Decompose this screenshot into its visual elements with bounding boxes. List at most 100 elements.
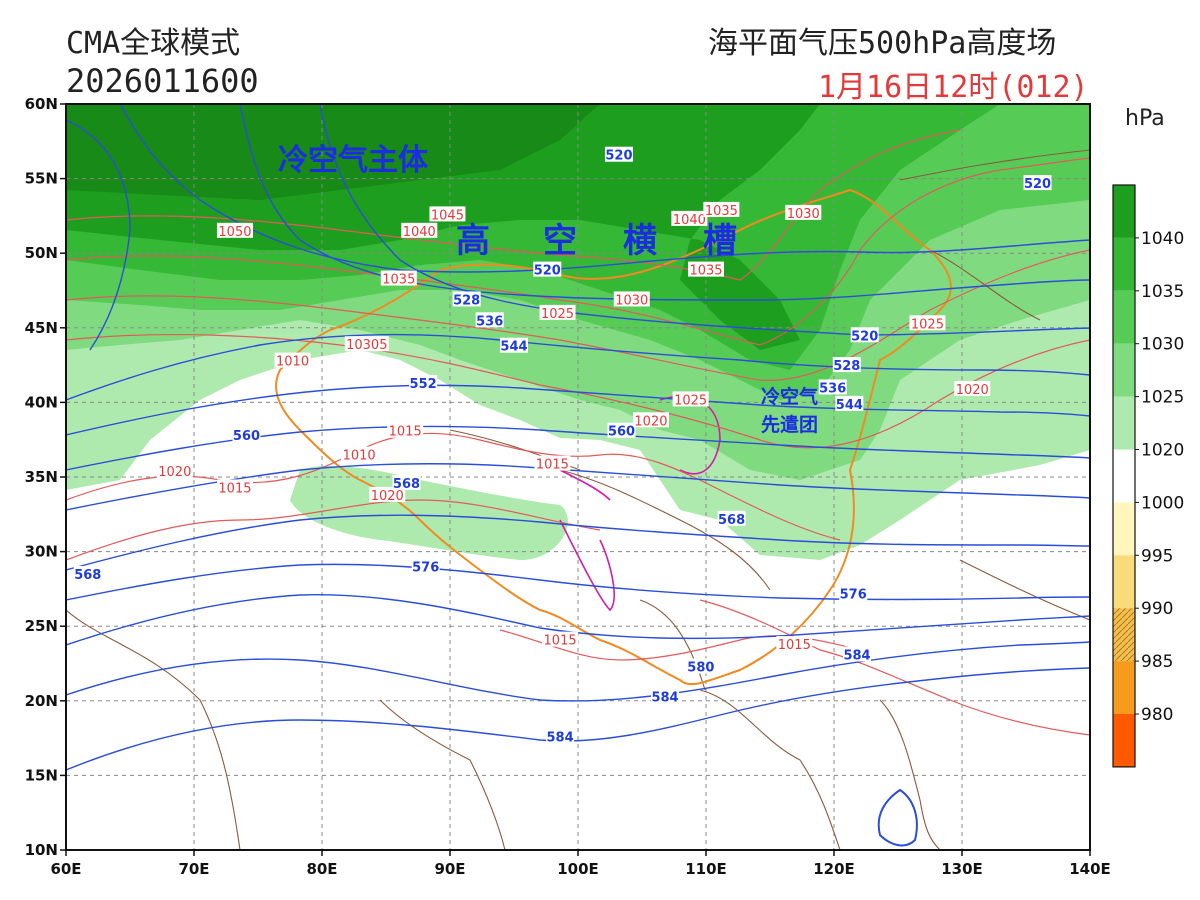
height-contour-label-bg — [392, 474, 421, 490]
isobar-label: 1025 — [674, 393, 707, 408]
lon-tick-label: 80E — [306, 860, 337, 878]
height-contour-label-bg — [232, 427, 261, 443]
isobar-label: 1040 — [673, 213, 706, 228]
isobar-label-bg — [429, 206, 466, 222]
height-contour-label-bg — [686, 658, 715, 674]
lat-tick-label: 10N — [25, 841, 58, 859]
product-title: 海平面气压500hPa高度场 — [708, 26, 1057, 61]
colorbar-label: 980 — [1141, 705, 1173, 725]
height-contour-label: 580 — [687, 660, 714, 675]
annotation-trough-3: 横 — [623, 221, 657, 261]
isobar-label-bg — [909, 315, 946, 331]
height-contour-label: 544 — [500, 340, 527, 355]
height-contour-label: 568 — [718, 513, 745, 528]
lat-tick-label: 35N — [25, 468, 58, 486]
shade-1040-core — [66, 104, 600, 200]
isobar-label: 1035 — [705, 204, 738, 219]
colorbar-swatch — [1113, 185, 1135, 238]
isobar-label-bg — [542, 631, 579, 647]
colorbar-label: 1040 — [1141, 229, 1184, 249]
isobar-label: 1010 — [343, 449, 376, 464]
colorbar-swatch — [1113, 608, 1135, 662]
height-contour-label-bg — [452, 291, 481, 307]
annotation-trough-2: 空 — [543, 221, 577, 261]
isobar-label: 1025 — [541, 307, 574, 322]
colorbar-swatch — [1113, 502, 1135, 556]
isobar-label: 1010 — [276, 355, 309, 370]
height-contour-label: 528 — [453, 293, 480, 308]
height-contour-label: 576 — [412, 561, 439, 576]
colorbar-label: 1030 — [1141, 335, 1184, 355]
run-time: 2026011600 — [66, 62, 259, 100]
colorbar-label: 1000 — [1141, 493, 1184, 513]
height-contour-label: 576 — [840, 587, 867, 602]
colorbar: 1040 1035 1030 1025 1020 1000 995 990 985 980 — [1112, 184, 1184, 768]
lon-tick-label: 60E — [50, 860, 81, 878]
colorbar-label: 990 — [1141, 599, 1173, 619]
isobar-label-bg — [539, 304, 576, 320]
height-contour-label: 536 — [819, 381, 846, 396]
isobar-label-bg — [776, 636, 813, 652]
lat-tick-label: 45N — [25, 319, 58, 337]
lon-tick-label: 140E — [1069, 860, 1111, 878]
lon-tick-label: 130E — [941, 860, 983, 878]
height-contour-label: 536 — [476, 314, 503, 329]
lon-axis: 60E 70E 80E 90E 100E 110E 120E 130E 140E — [50, 850, 1111, 878]
height-contour-label: 584 — [547, 731, 574, 746]
isobar-label-bg — [344, 336, 389, 352]
colorbar-unit: hPa — [1125, 106, 1165, 131]
height-contour-label-bg — [409, 375, 438, 391]
height-contour-label-bg — [73, 565, 102, 581]
annotation-trough-1: 高 — [456, 221, 490, 261]
lat-tick-label: 50N — [25, 244, 58, 262]
isobar-label-bg — [632, 412, 669, 428]
isobar-label: 10305 — [346, 338, 387, 353]
annotation-cold-main: 冷空气主体 — [278, 143, 429, 178]
colorbar-label: 995 — [1141, 546, 1173, 566]
colorbar-swatch — [1113, 396, 1135, 450]
valid-time: 1月16日12时(012) — [818, 70, 1089, 105]
annotation-cold-front-1: 冷空气 — [761, 385, 818, 408]
lon-tick-label: 100E — [557, 860, 599, 878]
isobar-label: 1020 — [371, 489, 404, 504]
lat-axis: 60N 55N 50N 45N 40N 35N 30N 25N 20N 15N 10N — [25, 95, 66, 859]
isobar-label-bg — [688, 261, 724, 277]
isobar-label: 1030 — [615, 293, 648, 308]
annotation-trough-4: 槽 — [703, 221, 737, 261]
height-contour-label-bg — [475, 312, 504, 328]
height-contour-label: 560 — [233, 429, 260, 444]
isobar-label-bg — [401, 222, 438, 238]
height-contour-label: 520 — [851, 329, 878, 344]
isobar-label-bg — [387, 422, 424, 438]
height-contour-label: 520 — [534, 264, 561, 279]
colorbar-frame — [1112, 184, 1136, 768]
lon-tick-label: 70E — [178, 860, 209, 878]
lat-tick-label: 40N — [25, 393, 58, 411]
height-contour-label-bg — [533, 261, 562, 277]
lat-tick-label: 25N — [25, 617, 58, 635]
height-contour-label: 544 — [836, 398, 863, 413]
isobar-label: 1025 — [911, 317, 944, 332]
height-contour-label: 568 — [74, 568, 101, 583]
height-contour-label-bg — [607, 422, 636, 438]
isobar-label-bg — [274, 352, 311, 368]
isobar-label-bg — [785, 204, 822, 220]
isobar-label-bg — [156, 463, 193, 479]
colorbar-swatch — [1113, 290, 1135, 344]
height-contour-label: 560 — [608, 425, 635, 440]
height-contour-label: 528 — [833, 359, 860, 374]
height-contour-label-bg — [850, 327, 879, 343]
isobar-label: 1020 — [956, 383, 989, 398]
height-contour-label-bg — [411, 558, 440, 574]
height-contour-label-bg — [843, 646, 872, 662]
isobar-label-bg — [672, 391, 709, 407]
height-contour-label: 520 — [1024, 177, 1051, 192]
isobar-label: 1050 — [218, 225, 251, 240]
height-contour-label: 520 — [605, 149, 632, 164]
isobar-label: 1020 — [158, 465, 191, 480]
isobar-label: 1015 — [218, 481, 251, 496]
shade-1020-basin — [290, 465, 568, 560]
height-contour-label-bg — [832, 357, 861, 373]
height-contour-label-bg — [818, 379, 847, 395]
height-labels: 520 520 520 528 536 544 552 520 528 536 544 560 568 5… — [73, 146, 1052, 746]
